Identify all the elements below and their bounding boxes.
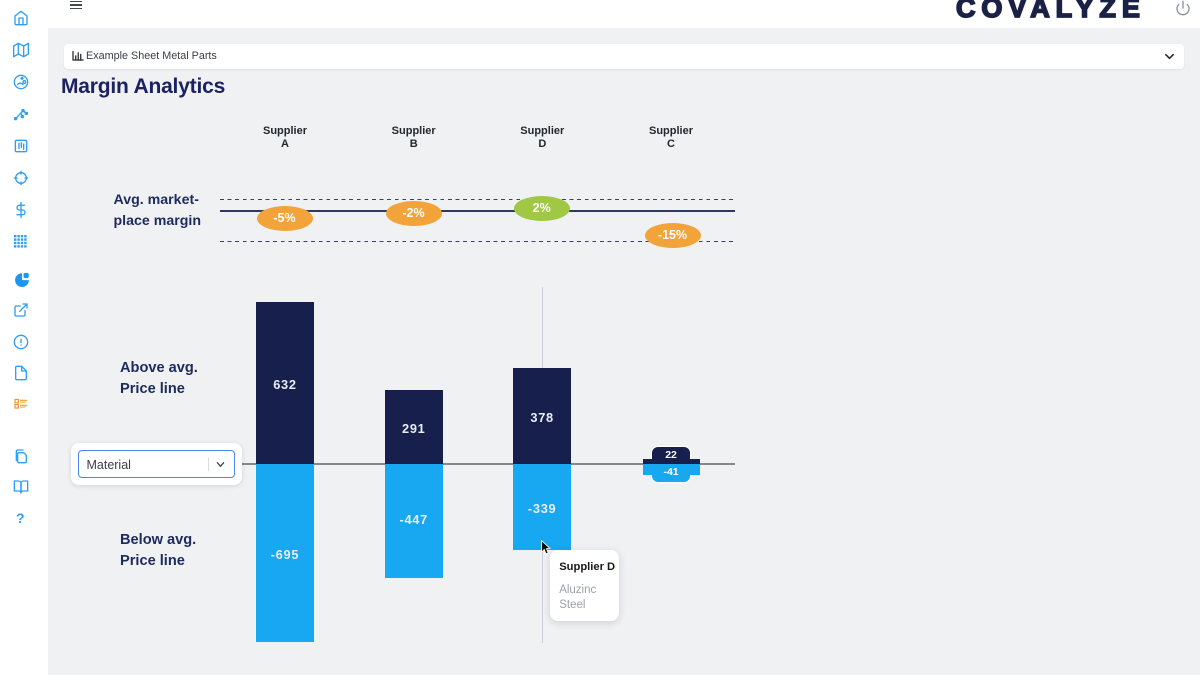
svg-text:COVALYZE: COVALYZE (956, 0, 1146, 21)
